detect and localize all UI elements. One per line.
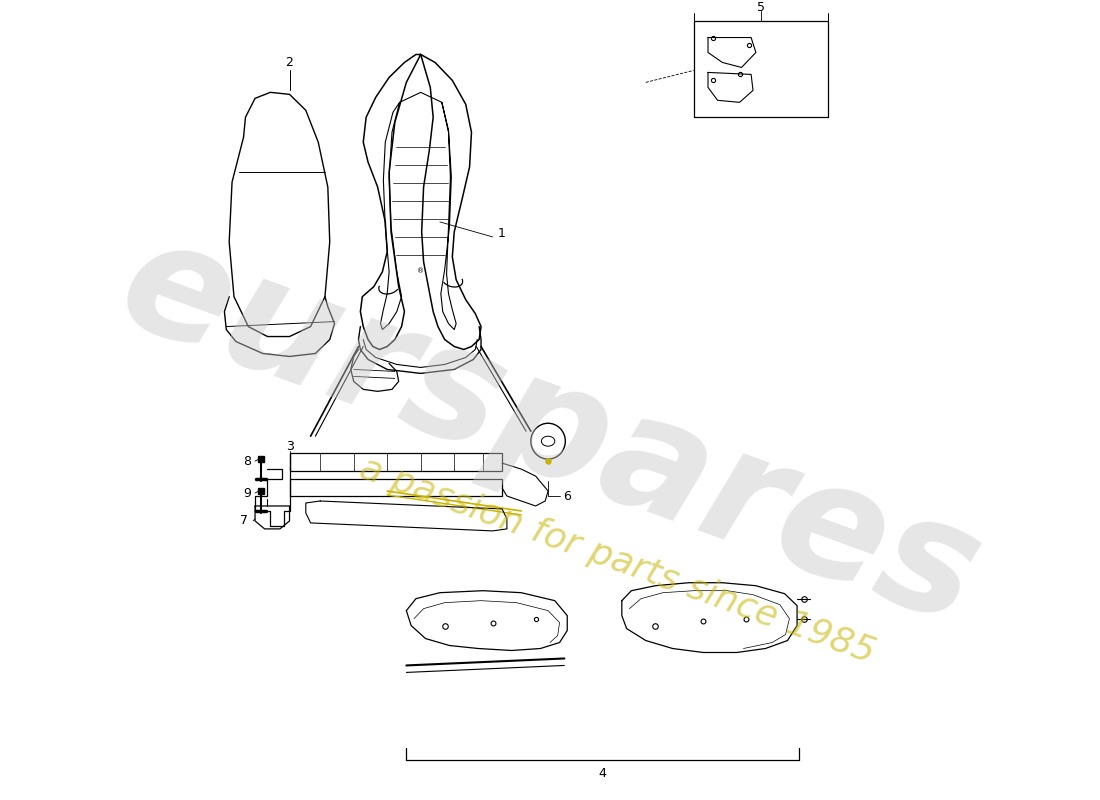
Text: a passion for parts since 1985: a passion for parts since 1985 [354, 451, 879, 670]
Text: 8: 8 [243, 454, 251, 468]
Text: 1: 1 [497, 227, 505, 240]
Text: 9: 9 [243, 486, 251, 499]
Text: 4: 4 [598, 766, 606, 779]
Bar [289, 453, 502, 471]
Text: 3: 3 [286, 440, 294, 453]
Text: 5: 5 [757, 1, 764, 14]
Bar [289, 479, 502, 496]
Text: 7: 7 [240, 514, 249, 527]
Text: eurspares: eurspares [100, 205, 1000, 658]
Text: 6: 6 [563, 490, 571, 502]
Text: 2: 2 [286, 56, 294, 69]
Text: ®: ® [417, 269, 425, 274]
